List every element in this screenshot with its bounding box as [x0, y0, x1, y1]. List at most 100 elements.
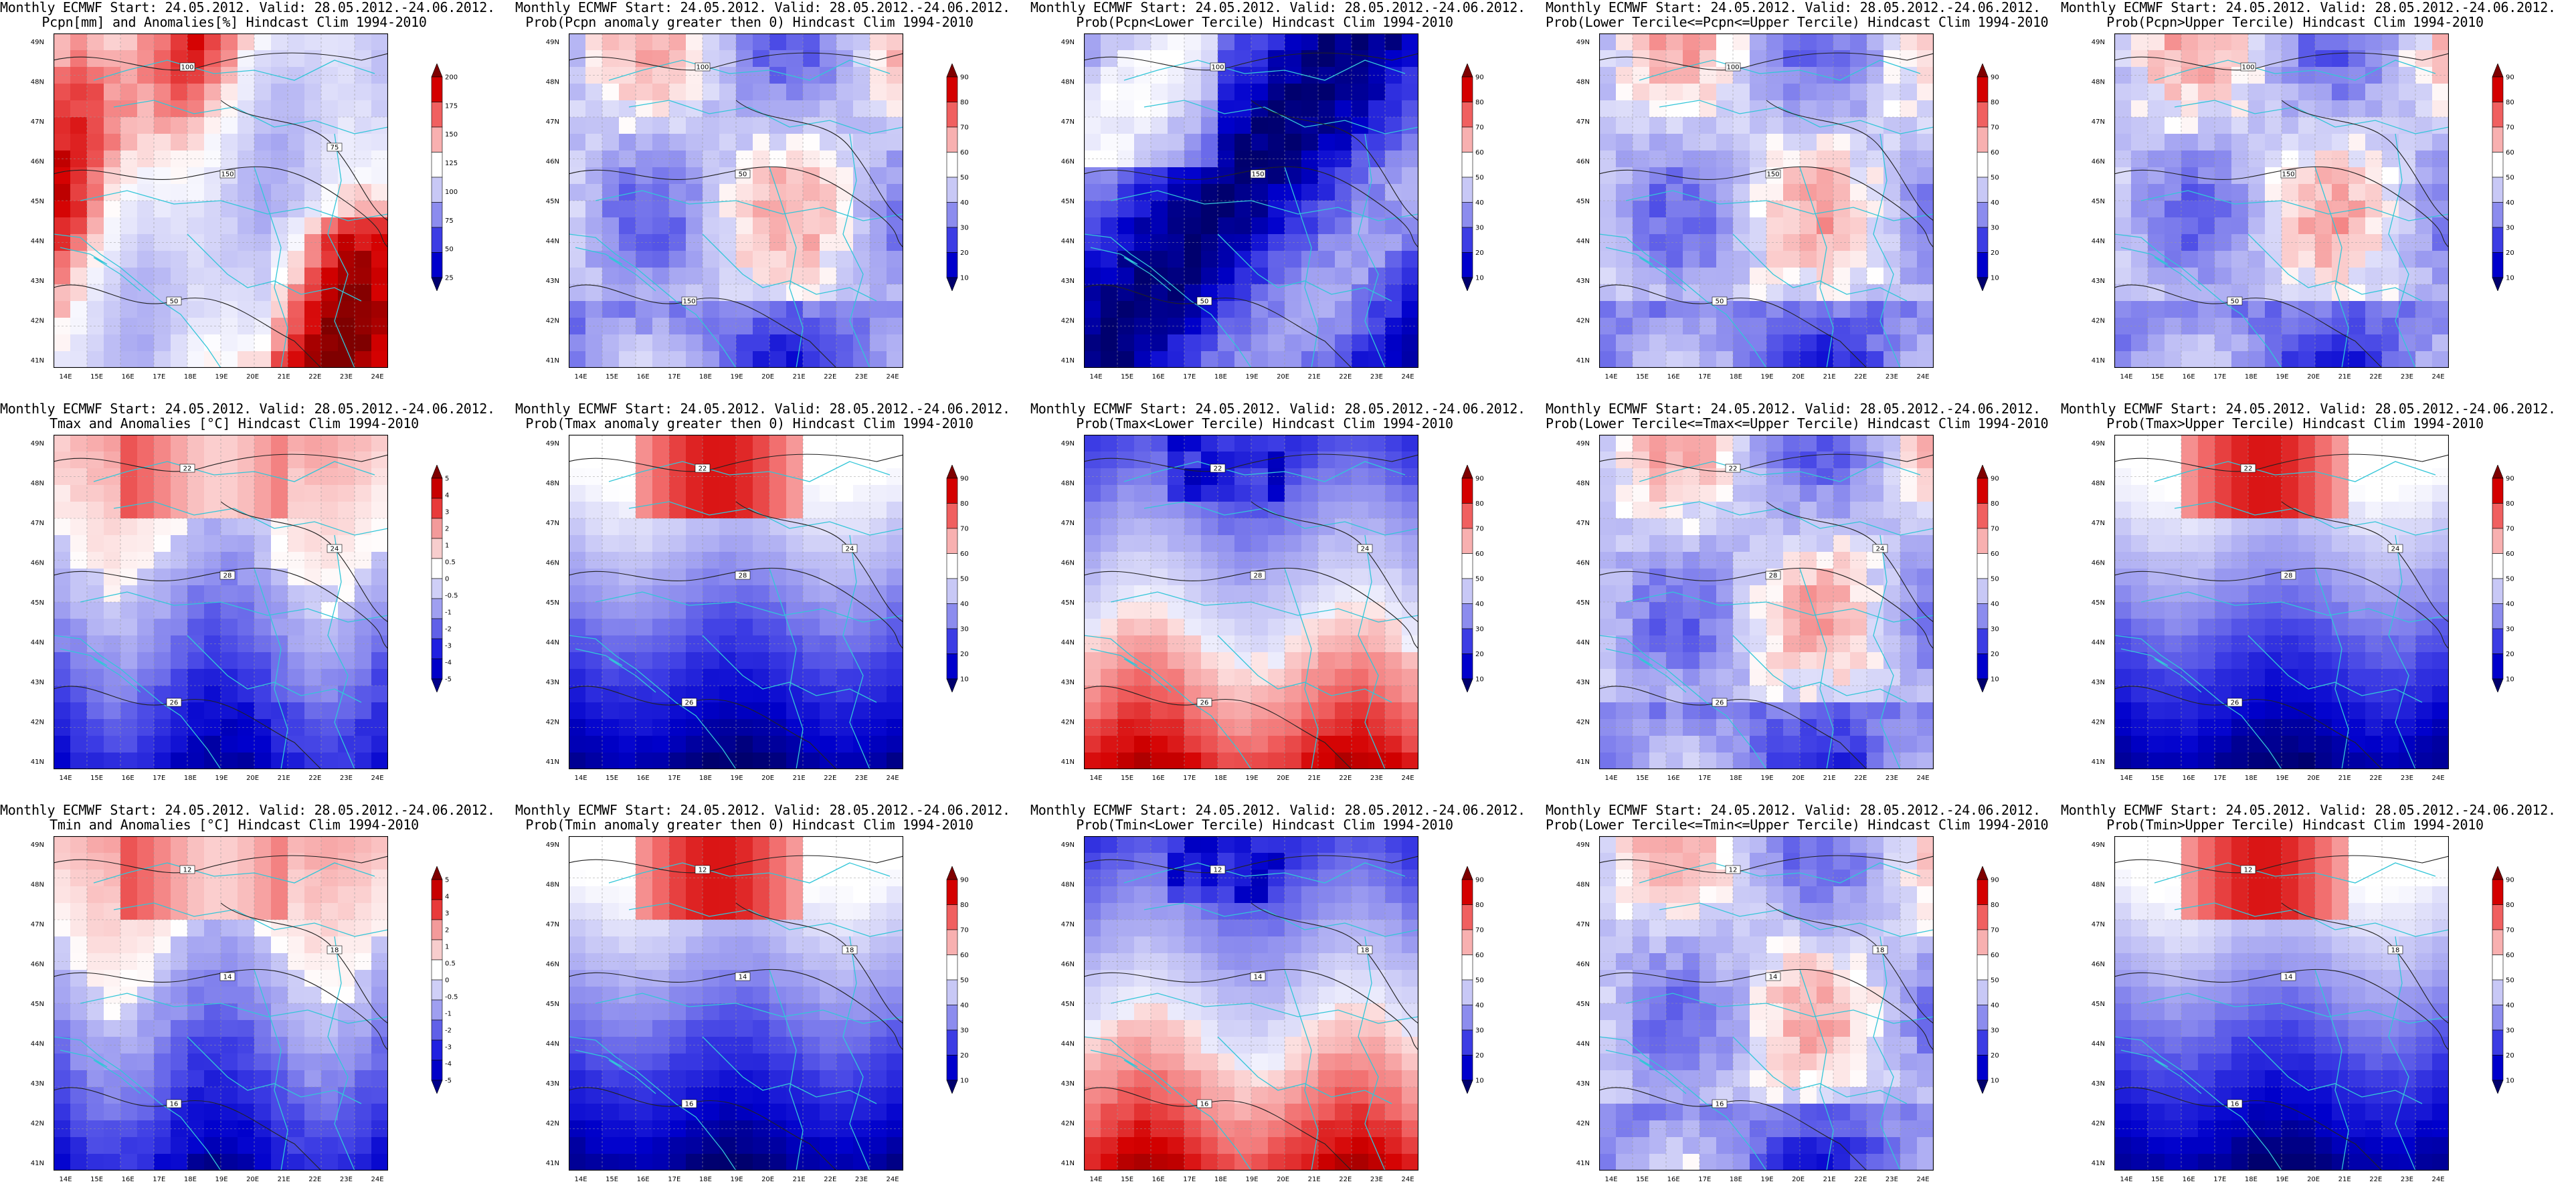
- colorbar-segment: [946, 478, 958, 504]
- colorbar-level-label: 70: [1475, 526, 1484, 533]
- colorbar-segment: [946, 979, 958, 1005]
- lat-tick-label: 42N: [2092, 719, 2105, 726]
- colorbar-level-label: 90: [1475, 74, 1484, 82]
- contour-label: 50: [1196, 296, 1212, 306]
- colorbar-segment: [946, 76, 958, 102]
- lat-tick-label: 44N: [1576, 1041, 1590, 1048]
- lat-tick-label: 45N: [1061, 198, 1075, 205]
- svg-text:150: 150: [682, 298, 695, 306]
- contour-line: [1084, 567, 1418, 649]
- colorbar-segment: [1461, 1055, 1473, 1081]
- lon-tick-label: 20E: [1792, 373, 1805, 381]
- lat-tick-label: 49N: [2092, 39, 2105, 46]
- lon-tick-label: 17E: [1698, 373, 1711, 381]
- lon-tick-label: 22E: [824, 775, 836, 782]
- colorbar-cap: [1461, 678, 1473, 692]
- lat-tick-label: 42N: [546, 719, 559, 726]
- lat-tick-label: 46N: [1576, 961, 1590, 969]
- lat-tick-label: 41N: [546, 759, 559, 766]
- latitude-axis: 49N 48N 47N 46N 45N 44N 43N 42N 41N: [31, 440, 44, 766]
- lon-tick-label: 24E: [371, 373, 383, 381]
- lon-tick-label: 16E: [637, 373, 650, 381]
- map-frame: [54, 33, 388, 368]
- lat-tick-label: 44N: [31, 238, 44, 245]
- colorbar-level-label: -1: [445, 1011, 452, 1018]
- colorbar-level-label: 80: [1991, 902, 1999, 909]
- colorbar-level-label: 50: [2506, 175, 2514, 182]
- colorbar-segment: [2492, 904, 2504, 930]
- coastline-borders: [2114, 461, 2449, 769]
- colorbar-level-label: 25: [445, 275, 454, 282]
- map-frame: [1599, 33, 1934, 368]
- colorbar-level-label: 30: [2506, 626, 2514, 633]
- colorbar-level-label: 40: [2506, 1002, 2514, 1009]
- svg-text:50: 50: [739, 171, 747, 179]
- contour-label: 150: [219, 169, 236, 179]
- lon-tick-label: 21E: [793, 373, 806, 381]
- colorbar-segment: [946, 152, 958, 178]
- lat-tick-label: 42N: [1576, 1120, 1590, 1128]
- colorbar-segment: [1461, 503, 1473, 529]
- colorbar-level-label: 40: [1991, 1002, 1999, 1009]
- colorbar-segment: [1976, 955, 1989, 981]
- longitude-axis: 14E 15E 16E 17E 18E 19E 20E 21E 22E 23E 24E: [59, 775, 383, 782]
- lon-tick-label: 17E: [668, 1176, 680, 1183]
- map-frame: [1084, 33, 1418, 368]
- colorbar-segment: [431, 202, 443, 228]
- colorbar-level-label: -2: [445, 626, 452, 633]
- lon-tick-label: 19E: [2276, 373, 2288, 381]
- lat-tick-label: 42N: [31, 318, 44, 325]
- color-bar: 90 80 70 60 50 40 30 20 10: [1461, 866, 1484, 1094]
- svg-text:22: 22: [1214, 466, 1222, 473]
- lon-tick-label: 23E: [1370, 373, 1383, 381]
- lat-tick-label: 45N: [546, 599, 559, 607]
- color-bar: 90 80 70 60 50 40 30 20 10: [1976, 465, 1999, 692]
- colorbar-level-label: 30: [2506, 225, 2514, 232]
- lat-tick-label: 45N: [31, 198, 44, 205]
- colorbar-level-label: -0.5: [445, 994, 458, 1001]
- map-area: 22 28 26 24: [2114, 435, 2449, 769]
- lon-tick-label: 16E: [2183, 373, 2195, 381]
- colorbar-cap: [946, 64, 958, 78]
- latitude-axis: 49N 48N 47N 46N 45N 44N 43N 42N 41N: [1576, 39, 1590, 365]
- contour-label: 150: [1250, 169, 1266, 179]
- colorbar-segment: [2492, 177, 2504, 203]
- map-panel-tmax-anom: Monthly ECMWF Start: 24.05.2012. Valid: …: [0, 401, 515, 803]
- colorbar-level-label: 40: [1475, 199, 1484, 207]
- lon-tick-label: 23E: [340, 373, 353, 381]
- colorbar-segment: [2492, 1005, 2504, 1031]
- colorbar-segment: [2492, 227, 2504, 253]
- lon-tick-label: 21E: [1308, 373, 1321, 381]
- lon-tick-label: 14E: [2120, 775, 2132, 782]
- colorbar-segment: [2492, 126, 2504, 153]
- colorbar-cap: [946, 678, 958, 692]
- colorbar-segment: [1976, 1029, 1989, 1056]
- contour-label: 28: [1765, 571, 1781, 580]
- lon-tick-label: 20E: [246, 775, 259, 782]
- colorbar-level-label: 40: [960, 199, 969, 207]
- shaded-field: [54, 836, 388, 1171]
- colorbar-level-label: 90: [960, 877, 969, 884]
- lon-tick-label: 17E: [153, 1176, 165, 1183]
- colorbar-level-label: 20: [960, 249, 969, 257]
- lon-tick-label: 14E: [1604, 775, 1617, 782]
- contour-line: [1599, 567, 1934, 649]
- lat-tick-label: 49N: [31, 841, 44, 849]
- colorbar-level-label: 20: [2506, 651, 2514, 658]
- lat-tick-label: 41N: [1061, 1160, 1075, 1167]
- contour-line: [1084, 166, 1418, 248]
- color-bar: 90 80 70 60 50 40 30 20 10: [946, 64, 969, 291]
- lat-tick-label: 41N: [31, 1160, 44, 1167]
- lon-tick-label: 18E: [1214, 373, 1227, 381]
- contour-label: 100: [695, 62, 711, 72]
- map-area: 12 14 16 18: [2114, 836, 2449, 1171]
- panel-subtitle: Tmin and Anomalies [°C] Hindcast Clim 19…: [50, 817, 419, 833]
- colorbar-segment: [946, 955, 958, 981]
- colorbar-level-label: 90: [2506, 877, 2514, 884]
- lon-tick-label: 23E: [1885, 1176, 1898, 1183]
- colorbar-segment: [946, 102, 958, 128]
- svg-text:100: 100: [1211, 64, 1224, 72]
- color-bar: 90 80 70 60 50 40 30 20 10: [946, 465, 969, 692]
- panel-subtitle: Prob(Tmin anomaly greater then 0) Hindca…: [525, 817, 974, 833]
- colorbar-cap: [2492, 1080, 2504, 1094]
